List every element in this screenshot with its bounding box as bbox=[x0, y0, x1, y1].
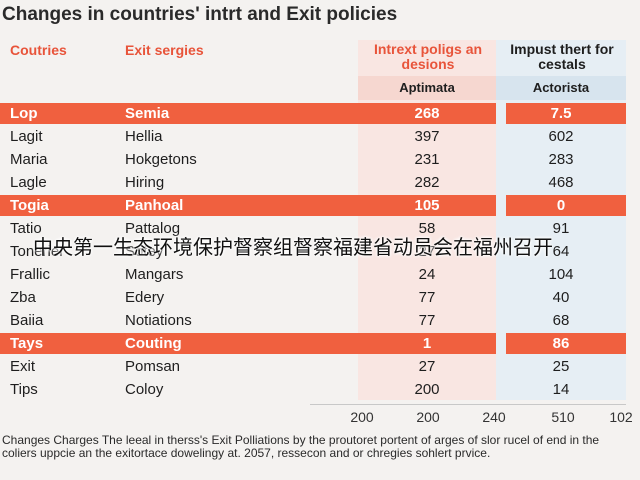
exit-cell: Pomsan bbox=[125, 358, 181, 375]
aptimata-value: 1 bbox=[422, 335, 432, 352]
table-row: Lop Semia 268 7.5 bbox=[0, 102, 640, 125]
actorista-value: 40 bbox=[552, 289, 570, 306]
footnote: Changes Charges The leeal in therss's Ex… bbox=[2, 433, 600, 460]
aptimata-value: 231 bbox=[414, 151, 440, 168]
header-intrext: Intrext poligs an desions bbox=[360, 42, 496, 72]
actorista-value: 0 bbox=[556, 197, 566, 214]
country-cell: Lop bbox=[10, 105, 38, 122]
exit-cell: Hiring bbox=[125, 174, 165, 191]
exit-cell: Hokgetons bbox=[125, 151, 197, 168]
aptimata-value: 282 bbox=[414, 174, 440, 191]
country-cell: Tonerier bbox=[10, 243, 65, 260]
country-cell: Zba bbox=[10, 289, 36, 306]
row-highlight-band-right bbox=[506, 103, 626, 124]
exit-cell: Couting bbox=[125, 335, 182, 352]
aptimata-value: 105 bbox=[414, 197, 440, 214]
country-cell: Baiia bbox=[10, 312, 44, 329]
table-row: Togia Panhoal 105 0 bbox=[0, 194, 640, 217]
chart-title: Changes in countries' intrt and Exit pol… bbox=[2, 4, 398, 25]
exit-cell: Sotey bbox=[125, 243, 164, 260]
table-row: Tonerier Sotey 27 64 bbox=[0, 240, 640, 263]
header-impust-text: Impust thert for cestals bbox=[510, 41, 614, 72]
header-countries: Coutries bbox=[10, 42, 67, 58]
aptimata-value: 58 bbox=[418, 220, 436, 237]
actorista-value: 104 bbox=[548, 266, 574, 283]
table-row: Baiia Notiations 77 68 bbox=[0, 309, 640, 332]
subheader-actorista: Actorista bbox=[532, 80, 590, 95]
exit-cell: Pattalog bbox=[125, 220, 181, 237]
subheader-band-actorista bbox=[496, 76, 626, 100]
header-intrext-text: Intrext poligs an desions bbox=[373, 41, 483, 72]
row-highlight-band-right bbox=[506, 333, 626, 354]
country-cell: Maria bbox=[10, 151, 48, 168]
row-highlight-band bbox=[0, 333, 496, 354]
country-cell: Tays bbox=[10, 335, 44, 352]
country-cell: Lagit bbox=[10, 128, 43, 145]
actorista-value: 86 bbox=[552, 335, 570, 352]
aptimata-value: 24 bbox=[418, 266, 436, 283]
actorista-value: 68 bbox=[552, 312, 570, 329]
table-row: Frallic Mangars 24 104 bbox=[0, 263, 640, 286]
subheader-band-aptimata bbox=[358, 76, 496, 100]
actorista-value: 283 bbox=[548, 151, 574, 168]
x-tick-label: 200 bbox=[350, 409, 374, 425]
actorista-value: 14 bbox=[552, 381, 570, 398]
actorista-value: 91 bbox=[552, 220, 570, 237]
actorista-value: 602 bbox=[548, 128, 574, 145]
table-row: Tips Coloy 200 14 bbox=[0, 378, 640, 401]
aptimata-value: 27 bbox=[418, 358, 436, 375]
exit-cell: Semia bbox=[125, 105, 170, 122]
x-tick-label: 510 bbox=[551, 409, 575, 425]
aptimata-value: 397 bbox=[414, 128, 440, 145]
row-highlight-band-right bbox=[506, 195, 626, 216]
country-cell: Lagle bbox=[10, 174, 47, 191]
country-cell: Exit bbox=[10, 358, 36, 375]
aptimata-value: 200 bbox=[414, 381, 440, 398]
subheader-aptimata: Aptimata bbox=[399, 80, 455, 95]
table-row: Tatio Pattalog 58 91 bbox=[0, 217, 640, 240]
actorista-value: 468 bbox=[548, 174, 574, 191]
country-cell: Tips bbox=[10, 381, 38, 398]
aptimata-value: 77 bbox=[418, 312, 436, 329]
table-row: Maria Hokgetons 231 283 bbox=[0, 148, 640, 171]
exit-cell: Coloy bbox=[125, 381, 164, 398]
actorista-value: 64 bbox=[552, 243, 570, 260]
exit-cell: Notiations bbox=[125, 312, 192, 329]
country-cell: Frallic bbox=[10, 266, 50, 283]
x-tick-label: 102 bbox=[609, 409, 633, 425]
x-tick-label: 240 bbox=[482, 409, 506, 425]
x-tick-label: 200 bbox=[416, 409, 440, 425]
exit-cell: Panhoal bbox=[125, 197, 184, 214]
header-impust: Impust thert for cestals bbox=[498, 42, 626, 72]
exit-cell: Hellia bbox=[125, 128, 163, 145]
aptimata-value: 27 bbox=[418, 243, 436, 260]
table-row: Lagit Hellia 397 602 bbox=[0, 125, 640, 148]
exit-cell: Edery bbox=[125, 289, 165, 306]
row-highlight-band bbox=[0, 195, 496, 216]
x-axis-line bbox=[310, 404, 626, 405]
actorista-value: 25 bbox=[552, 358, 570, 375]
table-row: Lagle Hiring 282 468 bbox=[0, 171, 640, 194]
table-row: Exit Pomsan 27 25 bbox=[0, 355, 640, 378]
country-cell: Togia bbox=[10, 197, 49, 214]
aptimata-value: 77 bbox=[418, 289, 436, 306]
table-row: Zba Edery 77 40 bbox=[0, 286, 640, 309]
overlay-caption: 中央第一生态环境保护督察组督察福建省动员会在福州召开 bbox=[33, 237, 553, 259]
country-cell: Tatio bbox=[10, 220, 42, 237]
header-exit: Exit sergies bbox=[125, 42, 204, 58]
actorista-value: 7.5 bbox=[550, 105, 572, 122]
table-row: Tays Couting 1 86 bbox=[0, 332, 640, 355]
exit-cell: Mangars bbox=[125, 266, 184, 283]
row-highlight-band bbox=[0, 103, 496, 124]
aptimata-value: 268 bbox=[414, 105, 440, 122]
